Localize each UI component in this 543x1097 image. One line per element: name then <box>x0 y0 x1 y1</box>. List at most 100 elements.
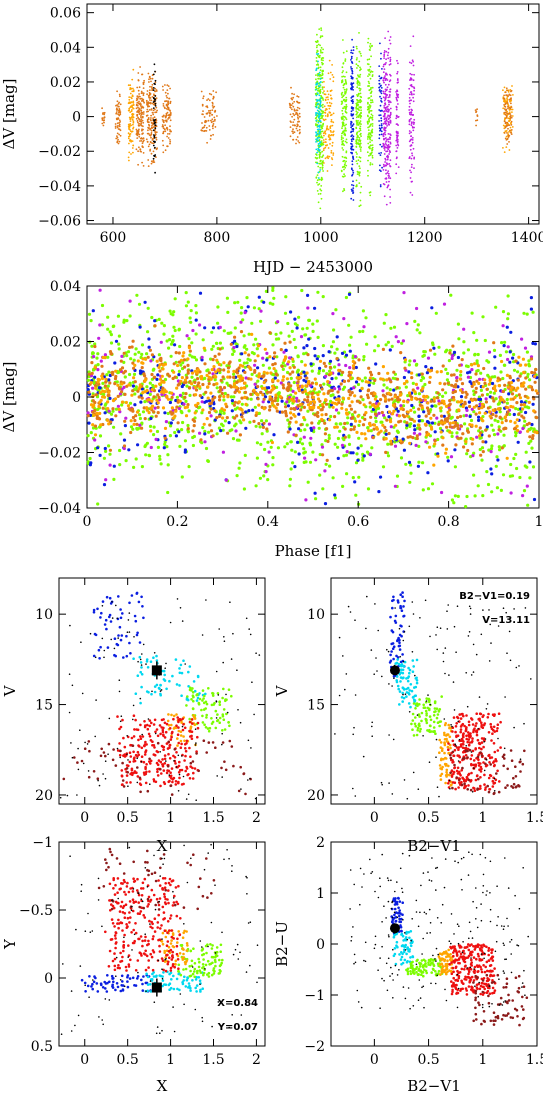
lightcurve-point <box>341 109 344 112</box>
phase-point <box>119 432 123 436</box>
lightcurve-point <box>155 136 158 139</box>
phase-point <box>297 399 301 403</box>
phase-point <box>194 304 198 308</box>
lightcurve-point <box>326 102 329 104</box>
phase-point <box>496 419 500 424</box>
lightcurve-point <box>296 112 298 115</box>
phase-point <box>481 494 485 498</box>
lightcurve-point <box>379 127 382 130</box>
lightcurve-point <box>383 147 386 150</box>
lightcurve-point <box>152 87 155 89</box>
phase-point <box>293 317 297 321</box>
lightcurve-point <box>318 107 321 110</box>
lightcurve-point <box>332 130 335 133</box>
lightcurve-point <box>201 122 203 124</box>
lightcurve-point <box>320 179 323 182</box>
lightcurve-point <box>137 163 140 166</box>
phase-point <box>230 399 234 403</box>
phase-point <box>454 443 458 447</box>
lightcurve-ylabel: ΔV [mag] <box>0 79 18 150</box>
phase-point <box>494 464 498 468</box>
phase-point <box>531 402 535 406</box>
lightcurve-point <box>140 90 143 93</box>
lightcurve-point <box>395 172 398 175</box>
lightcurve-point <box>166 111 169 114</box>
lightcurve-point <box>386 86 389 89</box>
phase-point <box>129 430 133 435</box>
phase-point <box>466 448 470 453</box>
phase-point <box>147 337 151 341</box>
phase-point <box>203 376 207 380</box>
phase-point <box>311 329 315 333</box>
phase-point <box>300 288 304 293</box>
phase-point <box>157 317 161 321</box>
lightcurve-point <box>378 109 381 111</box>
lightcurve-point <box>351 184 353 186</box>
lightcurve-point <box>211 109 214 111</box>
lightcurve-point <box>316 179 319 182</box>
phase-point <box>101 406 105 410</box>
lightcurve-point <box>296 100 298 103</box>
phase-point <box>417 414 421 418</box>
phase-point <box>256 366 260 370</box>
lightcurve-point <box>378 89 381 92</box>
phase-point <box>232 395 236 399</box>
lightcurve-point <box>368 104 371 106</box>
lightcurve-point <box>385 162 388 165</box>
lightcurve-point <box>509 119 511 122</box>
lightcurve-point <box>135 107 138 110</box>
lightcurve-point <box>508 149 511 151</box>
phase-point <box>159 340 163 344</box>
lightcurve-point <box>118 114 121 117</box>
lightcurve-point <box>299 131 301 134</box>
phase-point <box>528 460 532 464</box>
phase-point <box>517 412 521 416</box>
lightcurve-point <box>341 127 343 130</box>
lightcurve-point <box>351 85 354 88</box>
lightcurve-point <box>289 113 292 116</box>
phase-point <box>531 436 535 440</box>
lightcurve-point <box>154 81 157 84</box>
phase-point <box>211 358 215 362</box>
phase-point <box>292 407 296 411</box>
lightcurve-point <box>315 124 317 127</box>
lightcurve-point <box>370 55 372 58</box>
lightcurve-point <box>326 90 329 92</box>
phase-point <box>262 300 266 304</box>
phase-point <box>362 358 366 362</box>
phase-point <box>230 409 234 413</box>
phase-point <box>91 386 95 390</box>
phase-point <box>272 296 276 300</box>
lightcurve-point <box>153 90 156 93</box>
lightcurve-point <box>148 75 151 78</box>
phase-point <box>283 364 287 368</box>
lightcurve-point <box>325 141 327 144</box>
lightcurve-point <box>397 93 400 96</box>
phase-point <box>342 379 347 383</box>
lightcurve-point <box>409 99 412 102</box>
lightcurve-point <box>331 64 333 66</box>
phase-point <box>408 359 412 363</box>
phase-point <box>171 411 175 415</box>
lightcurve-point <box>118 133 120 136</box>
lightcurve-point <box>131 78 134 81</box>
lightcurve-point <box>136 134 139 137</box>
phase-point <box>180 411 184 415</box>
phase-point <box>446 371 450 376</box>
lightcurve-point <box>368 68 371 71</box>
phase-point <box>135 426 139 431</box>
lightcurve-point <box>330 97 333 100</box>
phase-point <box>90 344 94 348</box>
lightcurve-point <box>504 106 507 108</box>
phase-point <box>489 467 493 471</box>
phase-point <box>346 416 350 420</box>
lightcurve-point <box>512 94 514 96</box>
lightcurve-point <box>511 126 514 128</box>
phase-point <box>292 365 296 369</box>
lightcurve-point <box>356 122 359 124</box>
lightcurve-point <box>369 47 372 49</box>
phase-point <box>99 359 103 363</box>
lightcurve-point <box>298 107 301 110</box>
lightcurve-point <box>382 135 385 138</box>
lightcurve-point <box>384 112 386 115</box>
